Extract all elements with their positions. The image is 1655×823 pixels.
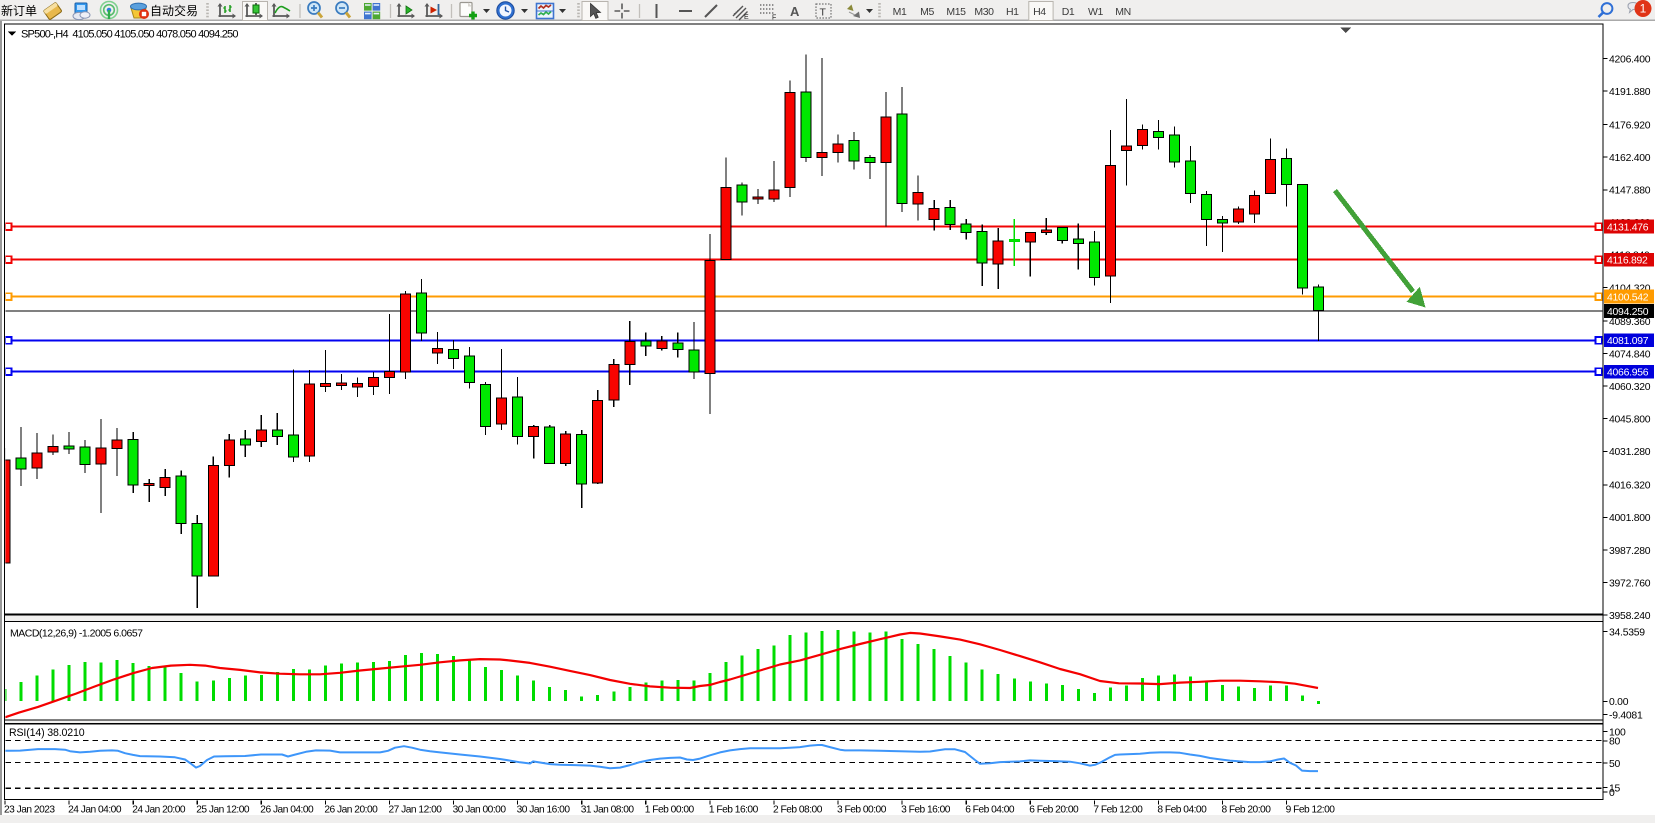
svg-text:100: 100 <box>1609 727 1626 738</box>
svg-text:A: A <box>790 4 800 19</box>
svg-text:3987.280: 3987.280 <box>1609 546 1651 557</box>
svg-text:8 Feb 04:00: 8 Feb 04:00 <box>1157 805 1207 816</box>
svg-text:4031.280: 4031.280 <box>1609 447 1651 458</box>
svg-text:4045.800: 4045.800 <box>1609 415 1651 426</box>
svg-text:2 Feb 08:00: 2 Feb 08:00 <box>773 805 823 816</box>
svg-text:4147.880: 4147.880 <box>1609 186 1651 197</box>
svg-text:D1: D1 <box>1062 6 1075 18</box>
svg-text:30 Jan 00:00: 30 Jan 00:00 <box>453 805 507 816</box>
svg-text:4016.320: 4016.320 <box>1609 481 1651 492</box>
svg-text:SP500-,H4 4105.050 4105.050 4: SP500-,H4 4105.050 4105.050 4078.050 409… <box>21 28 238 40</box>
svg-text:7 Feb 12:00: 7 Feb 12:00 <box>1093 805 1143 816</box>
svg-text:6 Feb 04:00: 6 Feb 04:00 <box>965 805 1015 816</box>
svg-text:F: F <box>772 15 776 22</box>
svg-text:新订单: 新订单 <box>1 3 37 18</box>
svg-text:H1: H1 <box>1006 6 1019 18</box>
svg-text:31 Jan 08:00: 31 Jan 08:00 <box>581 805 635 816</box>
svg-text:27 Jan 12:00: 27 Jan 12:00 <box>389 805 443 816</box>
svg-text:H4: H4 <box>1033 6 1046 18</box>
svg-text:4081.097: 4081.097 <box>1607 336 1649 347</box>
svg-text:24 Jan 04:00: 24 Jan 04:00 <box>68 805 122 816</box>
svg-text:MACD(12,26,9) -1.2005 6.0657: MACD(12,26,9) -1.2005 6.0657 <box>10 628 143 640</box>
svg-text:3 Feb 16:00: 3 Feb 16:00 <box>901 805 951 816</box>
svg-text:MN: MN <box>1115 6 1131 18</box>
svg-text:15: 15 <box>1609 784 1621 795</box>
svg-text:M5: M5 <box>920 6 934 18</box>
svg-text:8 Feb 20:00: 8 Feb 20:00 <box>1222 805 1272 816</box>
svg-text:M30: M30 <box>974 6 994 18</box>
svg-text:M15: M15 <box>946 6 966 18</box>
svg-text:1 Feb 00:00: 1 Feb 00:00 <box>645 805 695 816</box>
svg-text:自动交易: 自动交易 <box>150 3 198 18</box>
svg-text:4066.956: 4066.956 <box>1607 367 1649 378</box>
svg-text:26 Jan 20:00: 26 Jan 20:00 <box>324 805 378 816</box>
svg-text:E: E <box>744 14 749 21</box>
svg-text:26 Jan 04:00: 26 Jan 04:00 <box>260 805 314 816</box>
svg-text:4206.400: 4206.400 <box>1609 54 1651 65</box>
svg-text:0: 0 <box>1609 788 1615 799</box>
svg-text:M1: M1 <box>893 6 907 18</box>
svg-text:24 Jan 20:00: 24 Jan 20:00 <box>132 805 186 816</box>
svg-text:-9.4081: -9.4081 <box>1609 711 1643 722</box>
svg-text:3972.760: 3972.760 <box>1609 578 1651 589</box>
svg-text:6 Feb 20:00: 6 Feb 20:00 <box>1029 805 1079 816</box>
svg-text:0.00: 0.00 <box>1609 697 1629 708</box>
svg-text:25 Jan 12:00: 25 Jan 12:00 <box>196 805 250 816</box>
svg-text:1: 1 <box>1640 2 1647 16</box>
svg-text:4074.840: 4074.840 <box>1609 349 1651 360</box>
svg-text:4116.892: 4116.892 <box>1607 255 1648 266</box>
svg-text:1 Feb 16:00: 1 Feb 16:00 <box>709 805 759 816</box>
svg-text:4191.880: 4191.880 <box>1609 87 1651 98</box>
svg-text:3 Feb 00:00: 3 Feb 00:00 <box>837 805 887 816</box>
svg-text:30 Jan 16:00: 30 Jan 16:00 <box>517 805 571 816</box>
svg-text:4100.542: 4100.542 <box>1607 292 1649 303</box>
svg-text:9 Feb 12:00: 9 Feb 12:00 <box>1286 805 1336 816</box>
svg-text:4104.320: 4104.320 <box>1609 283 1651 294</box>
svg-text:RSI(14) 38.0210: RSI(14) 38.0210 <box>9 727 85 739</box>
svg-text:23 Jan 2023: 23 Jan 2023 <box>4 805 55 816</box>
svg-text:4089.360: 4089.360 <box>1609 317 1651 328</box>
svg-text:4131.476: 4131.476 <box>1607 222 1649 233</box>
svg-text:4162.400: 4162.400 <box>1609 153 1651 164</box>
svg-text:3958.240: 3958.240 <box>1609 611 1651 622</box>
svg-text:50: 50 <box>1609 759 1621 770</box>
svg-text:4176.920: 4176.920 <box>1609 120 1651 131</box>
svg-text:4060.320: 4060.320 <box>1609 382 1651 393</box>
svg-text:4094.250: 4094.250 <box>1607 307 1649 318</box>
svg-text:T: T <box>820 7 827 19</box>
svg-text:80: 80 <box>1609 737 1621 748</box>
svg-text:W1: W1 <box>1088 6 1104 18</box>
svg-text:4001.800: 4001.800 <box>1609 513 1651 524</box>
svg-text:34.5359: 34.5359 <box>1609 627 1645 638</box>
